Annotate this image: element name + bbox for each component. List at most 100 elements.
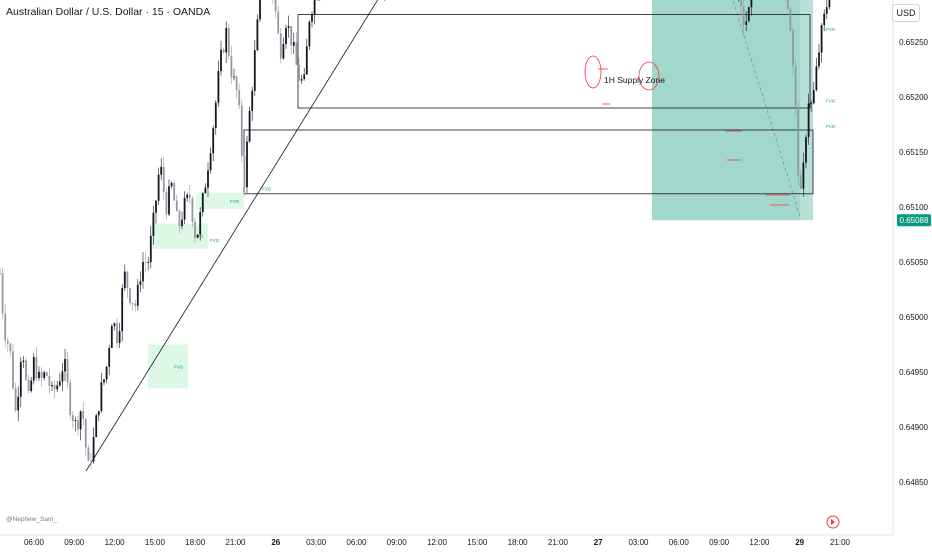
candle-body <box>313 0 316 15</box>
y-tick-label: 0.65100 <box>899 203 928 212</box>
candle-body <box>300 79 303 81</box>
candle-body <box>51 384 53 387</box>
candle-body <box>820 25 823 53</box>
candle-body <box>214 102 217 128</box>
x-tick-label: 12:00 <box>105 538 126 547</box>
candle-body <box>222 49 225 53</box>
candle-body <box>789 8 792 31</box>
candle-body <box>123 271 126 289</box>
x-tick-label: 29 <box>795 538 804 547</box>
candle-body <box>79 411 82 430</box>
candle-body <box>292 42 295 46</box>
candle-body <box>105 366 108 380</box>
candle-body <box>87 447 90 461</box>
candle-body <box>298 64 300 81</box>
candle-body <box>69 382 72 416</box>
x-tick-label: 06:00 <box>24 538 45 547</box>
swing-circle <box>584 55 602 89</box>
x-tick-label: 09:00 <box>64 538 85 547</box>
candle-body <box>823 13 826 26</box>
candle-body <box>1 273 4 314</box>
x-tick-label: 06:00 <box>346 538 367 547</box>
currency-button[interactable]: USD <box>892 4 920 22</box>
candle-body <box>178 211 181 227</box>
candle-body <box>64 359 66 372</box>
swing-circle <box>638 61 660 91</box>
y-tick-label: 0.65050 <box>899 258 928 267</box>
candle-body <box>97 411 100 416</box>
candle-body <box>303 74 306 80</box>
candle-body <box>30 380 33 391</box>
candle-body <box>217 71 220 103</box>
candle-body <box>66 359 69 383</box>
candle-body <box>282 44 285 59</box>
candle-body <box>22 360 25 362</box>
candle-body <box>802 162 805 189</box>
candle-body <box>118 331 121 344</box>
candle-body <box>207 170 209 188</box>
candle-body <box>238 90 241 106</box>
x-tick-label: 12:00 <box>749 538 770 547</box>
candle-body <box>0 273 1 274</box>
replay-icon <box>826 515 840 529</box>
y-tick-label: 0.64850 <box>899 478 928 487</box>
candle-body <box>74 420 77 421</box>
candle-body <box>9 343 12 352</box>
candle-body <box>259 0 261 20</box>
candle-body <box>103 379 105 383</box>
candle-body <box>61 371 64 382</box>
candle-body <box>209 153 212 171</box>
candle-body <box>126 271 129 289</box>
candle-body <box>14 388 17 411</box>
candle-body <box>92 437 95 462</box>
trendline <box>85 0 379 472</box>
y-tick-label: 0.64900 <box>899 423 928 432</box>
candle-body <box>139 281 142 285</box>
candle-body <box>305 46 308 75</box>
candle-body <box>142 262 144 282</box>
fvg-label: FVG <box>826 124 836 129</box>
candle-body <box>243 155 246 188</box>
x-tick-label: 21:00 <box>830 538 851 547</box>
candle-body <box>277 11 280 34</box>
candle-body <box>745 21 748 25</box>
fvg-label: FVG <box>230 199 240 204</box>
replay-icon-glyph <box>831 519 835 525</box>
x-tick-label: 03:00 <box>628 538 649 547</box>
profit-target-filled-zone <box>652 0 800 221</box>
x-tick-label: 03:00 <box>306 538 327 547</box>
fvg-label: FVG <box>826 27 836 32</box>
candle-body <box>157 174 160 201</box>
candle-body <box>100 382 103 412</box>
candle-body <box>194 221 196 238</box>
candle-body <box>810 103 813 105</box>
candle-body <box>165 191 168 215</box>
candle-body <box>58 381 61 386</box>
candle-body <box>175 200 178 212</box>
fvg-zone <box>148 344 188 389</box>
candle-body <box>77 420 79 430</box>
candle-body <box>825 7 828 14</box>
candle-body <box>740 0 742 7</box>
candle-body <box>129 288 131 304</box>
candle-body <box>747 7 750 22</box>
y-tick-label: 0.65200 <box>899 93 928 102</box>
candle-body <box>162 166 165 192</box>
candle-body <box>235 76 238 91</box>
candle-body <box>233 76 235 78</box>
candle-body <box>248 110 251 142</box>
x-tick-label: 06:00 <box>669 538 690 547</box>
candle-body <box>295 42 298 65</box>
candle-body <box>40 371 43 379</box>
candle-body <box>144 262 147 263</box>
candle-body <box>43 372 46 379</box>
candle-body <box>251 90 254 111</box>
candle-body <box>95 415 98 438</box>
x-tick-label: 21:00 <box>548 538 569 547</box>
candle-body <box>38 371 40 379</box>
candle-body <box>4 313 7 341</box>
candle-body <box>82 411 85 420</box>
x-tick-label: 27 <box>594 538 603 547</box>
